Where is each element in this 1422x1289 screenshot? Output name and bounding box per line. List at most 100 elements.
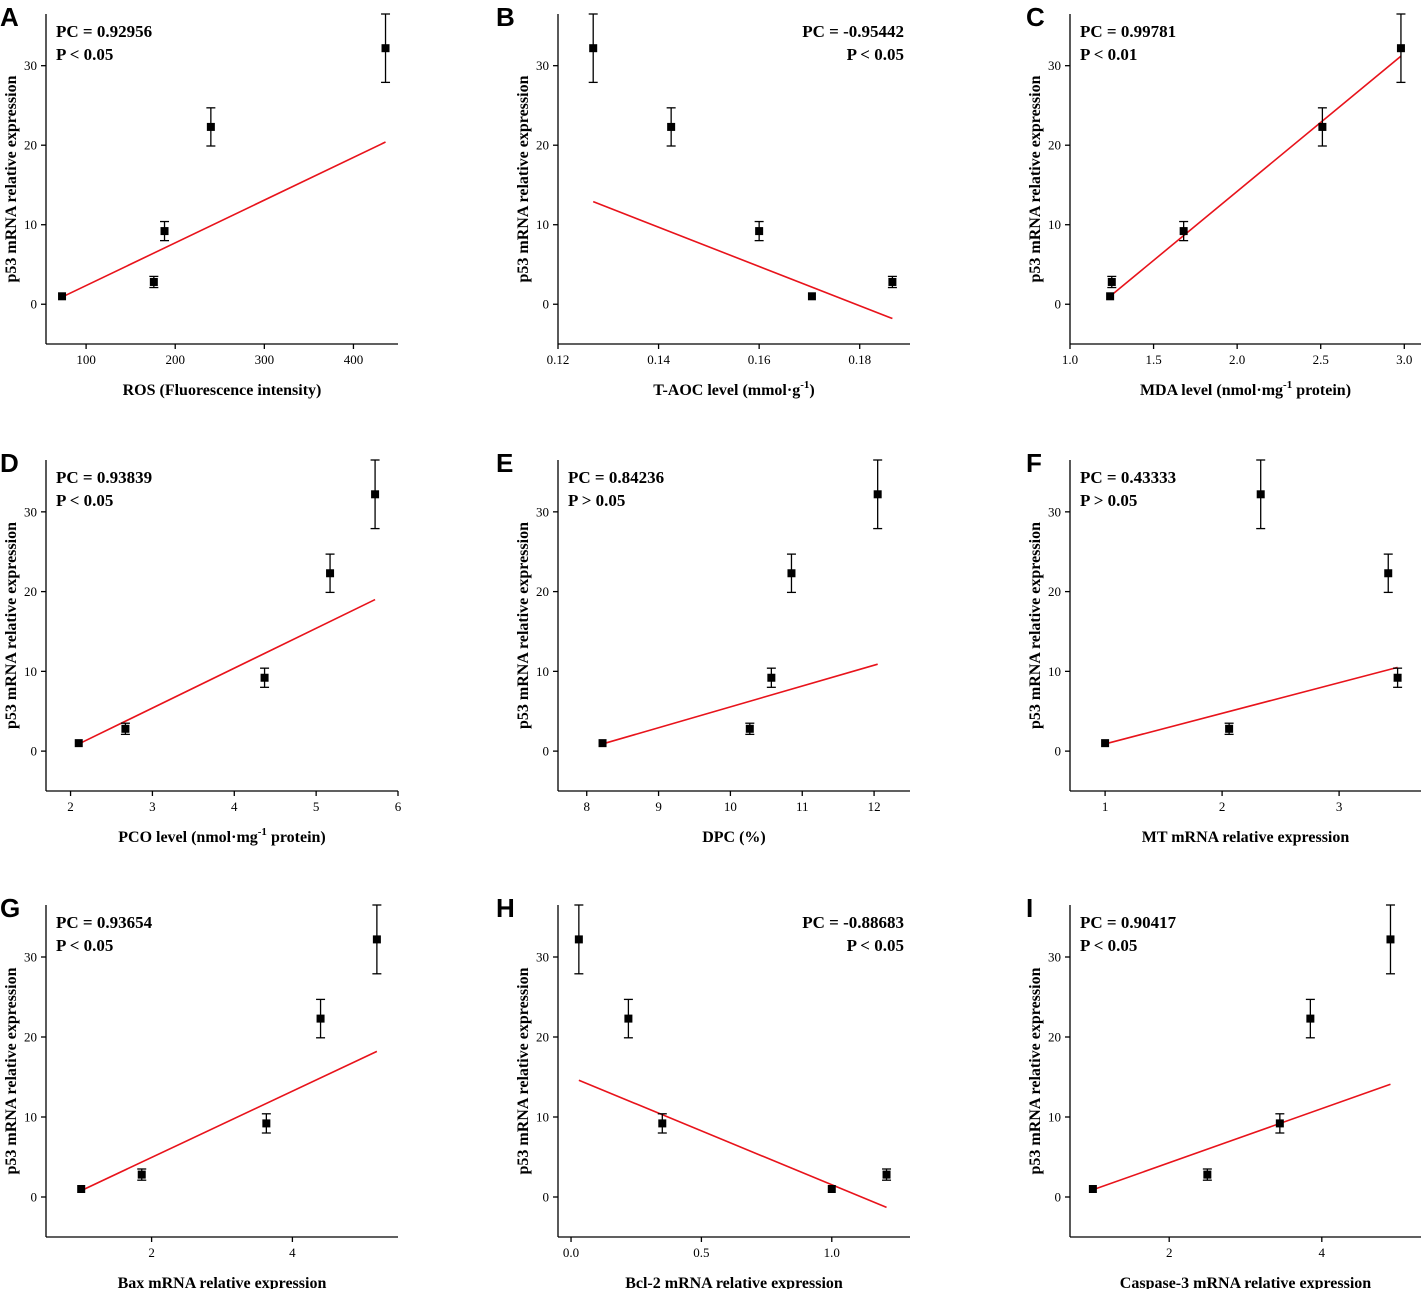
panel-letter-g: G — [0, 893, 20, 923]
y-tick-label: 10 — [24, 217, 37, 232]
x-tick-label: 100 — [76, 352, 96, 367]
panel-g: G 0 10 20 30 2 4 p53 mRNA relative expression Ba… — [0, 893, 398, 1289]
data-point — [1108, 278, 1116, 286]
panel-letter-f: F — [1026, 448, 1042, 478]
y-tick-label: 30 — [1048, 504, 1061, 519]
pc-value: PC = 0.84236 — [568, 468, 664, 487]
x-axis-title-superscript: -1 — [258, 826, 267, 838]
x-axis-title: T-AOC level (mmol·g-1) — [653, 379, 814, 399]
data-point — [371, 490, 379, 498]
data-point — [1180, 227, 1188, 235]
data-point — [874, 490, 882, 498]
x-axis-title: MDA level (nmol·mg-1 protein) — [1140, 379, 1351, 399]
x-tick-label: 9 — [655, 799, 662, 814]
data-point — [1203, 1171, 1211, 1179]
pc-value: PC = -0.95442 — [802, 22, 904, 41]
x-axis-title-superscript: -1 — [800, 379, 809, 391]
panel-h: H 0 10 20 30 0.0 0.5 1.0 p53 mRNA relative expre… — [496, 893, 910, 1289]
x-tick-label: 2 — [1219, 799, 1226, 814]
y-tick-label: 0 — [1055, 1190, 1062, 1205]
y-tick-label: 0 — [1055, 297, 1062, 312]
data-point — [787, 569, 795, 577]
pc-value: PC = 0.92956 — [56, 22, 152, 41]
x-axis-title-text: Caspase-3 mRNA relative expression — [1120, 1275, 1371, 1289]
panel-letter-i: I — [1026, 893, 1033, 923]
x-tick-label: 3 — [149, 799, 156, 814]
regression-line — [593, 202, 892, 319]
data-point — [599, 739, 607, 747]
x-tick-label: 1.0 — [1062, 352, 1078, 367]
y-tick-label: 0 — [31, 297, 38, 312]
data-point — [1318, 123, 1326, 131]
y-tick-label: 0 — [543, 297, 550, 312]
panel-b: B 0 10 20 30 0.12 0.14 0.16 0.18 p53 mRNA relativ… — [496, 2, 910, 399]
y-axis-title: p53 mRNA relative expression — [3, 75, 20, 282]
y-tick-label: 10 — [24, 664, 37, 679]
y-tick-label: 0 — [1055, 744, 1062, 759]
y-tick-label: 30 — [536, 504, 549, 519]
regression-line — [62, 142, 385, 297]
data-point — [589, 44, 597, 52]
y-axis-title: p53 mRNA relative expression — [1027, 967, 1044, 1174]
x-tick-label: 12 — [868, 799, 881, 814]
x-tick-label: 2.0 — [1229, 352, 1245, 367]
x-tick-label: 300 — [255, 352, 275, 367]
p-value: P < 0.01 — [1080, 45, 1137, 64]
data-point — [667, 123, 675, 131]
y-tick-label: 30 — [24, 504, 37, 519]
data-point — [808, 292, 816, 300]
data-point — [382, 44, 390, 52]
x-axis-title: ROS (Fluorescence intensity) — [123, 382, 322, 399]
p-value: P < 0.05 — [847, 936, 904, 955]
regression-line — [1105, 667, 1398, 744]
data-point — [207, 123, 215, 131]
regression-line — [1110, 56, 1401, 296]
y-tick-label: 30 — [536, 950, 549, 965]
data-point — [883, 1171, 891, 1179]
data-point — [1394, 674, 1402, 682]
figure: A 0 10 20 30 100 200 300 400 p53 mRNA relative ex… — [0, 0, 1422, 1289]
x-tick-label: 0.18 — [848, 352, 871, 367]
y-tick-label: 30 — [536, 58, 549, 73]
regression-line — [1093, 1084, 1391, 1190]
y-axis-title: p53 mRNA relative expression — [3, 522, 20, 729]
x-tick-label: 2.5 — [1313, 352, 1329, 367]
data-point — [746, 725, 754, 733]
data-point — [658, 1119, 666, 1127]
panel-letter-d: D — [0, 448, 19, 478]
y-tick-label: 10 — [1048, 664, 1061, 679]
data-point — [161, 227, 169, 235]
x-axis-title: Bax mRNA relative expression — [118, 1275, 327, 1289]
y-tick-label: 20 — [24, 584, 37, 599]
y-tick-label: 10 — [536, 217, 549, 232]
x-tick-label: 1 — [1102, 799, 1109, 814]
x-tick-label: 4 — [289, 1245, 296, 1260]
data-point — [261, 674, 269, 682]
regression-line — [79, 600, 375, 744]
y-tick-label: 20 — [536, 138, 549, 153]
x-tick-label: 2 — [67, 799, 74, 814]
x-axis-title-end: protein) — [267, 829, 326, 846]
x-tick-label: 4 — [231, 799, 238, 814]
data-point — [828, 1185, 836, 1193]
y-tick-label: 30 — [24, 950, 37, 965]
y-tick-label: 10 — [1048, 1110, 1061, 1125]
y-tick-label: 0 — [543, 1190, 550, 1205]
p-value: P < 0.05 — [847, 45, 904, 64]
data-point — [1257, 490, 1265, 498]
panel-letter-a: A — [0, 2, 19, 32]
x-tick-label: 0.12 — [547, 352, 570, 367]
y-tick-label: 20 — [1048, 1030, 1061, 1045]
p-value: P > 0.05 — [1080, 491, 1137, 510]
data-point — [888, 278, 896, 286]
x-tick-label: 5 — [313, 799, 320, 814]
x-tick-label: 0.14 — [647, 352, 670, 367]
y-axis-title: p53 mRNA relative expression — [515, 75, 532, 282]
data-point — [373, 935, 381, 943]
x-axis-title: PCO level (nmol·mg-1 protein) — [118, 826, 326, 846]
x-tick-label: 0.5 — [693, 1245, 709, 1260]
pc-value: PC = 0.93839 — [56, 468, 152, 487]
panel-letter-e: E — [496, 448, 513, 478]
y-tick-label: 0 — [543, 744, 550, 759]
data-point — [1397, 44, 1405, 52]
